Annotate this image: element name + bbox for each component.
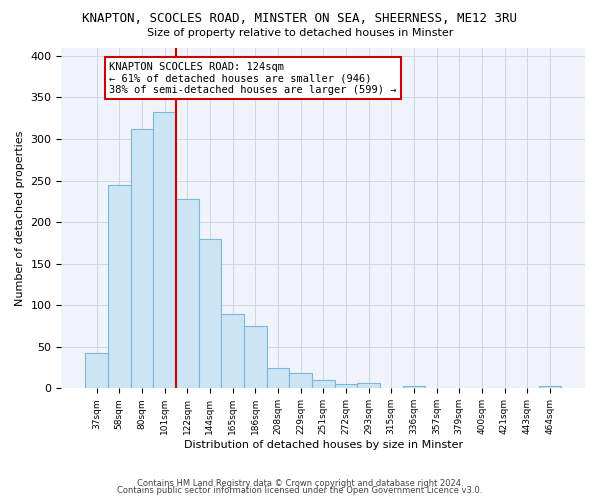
Bar [403, 386, 425, 388]
Bar [539, 386, 561, 388]
Text: KNAPTON, SCOCLES ROAD, MINSTER ON SEA, SHEERNESS, ME12 3RU: KNAPTON, SCOCLES ROAD, MINSTER ON SEA, S… [83, 12, 517, 26]
Bar [199, 238, 221, 388]
Text: KNAPTON SCOCLES ROAD: 124sqm
← 61% of detached houses are smaller (946)
38% of s: KNAPTON SCOCLES ROAD: 124sqm ← 61% of de… [109, 62, 397, 95]
Bar [357, 384, 380, 388]
Bar [289, 374, 312, 388]
Bar [335, 384, 357, 388]
Bar [85, 352, 108, 388]
Bar [108, 184, 131, 388]
Bar [131, 129, 153, 388]
Text: Contains public sector information licensed under the Open Government Licence v3: Contains public sector information licen… [118, 486, 482, 495]
Bar [176, 199, 199, 388]
X-axis label: Distribution of detached houses by size in Minster: Distribution of detached houses by size … [184, 440, 463, 450]
Bar [266, 368, 289, 388]
Bar [244, 326, 266, 388]
Text: Size of property relative to detached houses in Minster: Size of property relative to detached ho… [147, 28, 453, 38]
Y-axis label: Number of detached properties: Number of detached properties [15, 130, 25, 306]
Bar [221, 314, 244, 388]
Bar [153, 112, 176, 388]
Text: Contains HM Land Registry data © Crown copyright and database right 2024.: Contains HM Land Registry data © Crown c… [137, 478, 463, 488]
Bar [312, 380, 335, 388]
